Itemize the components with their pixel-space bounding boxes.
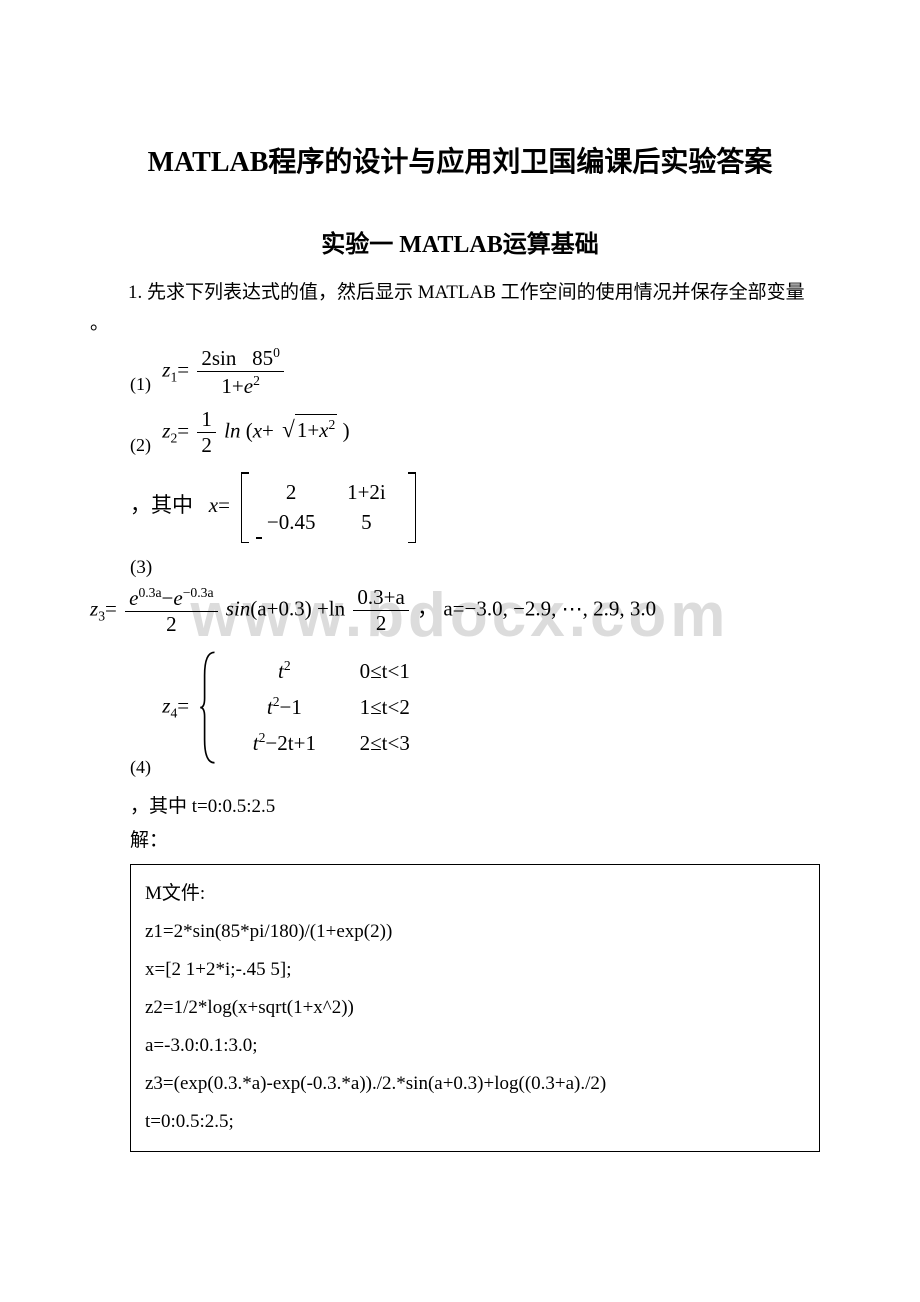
- code-line: z2=1/2*log(x+sqrt(1+x^2)): [145, 989, 805, 1027]
- left-brace-icon: [198, 650, 220, 765]
- eq4-where: ，其中 t=0:0.5:2.5: [130, 790, 830, 824]
- matrix-cell: 2: [256, 478, 326, 507]
- eq3-f2-bot: 2: [353, 611, 408, 635]
- matrix-cell: −0.45: [256, 508, 326, 537]
- eq2-close: ): [343, 418, 350, 442]
- main-title: MATLAB程序的设计与应用刘卫国编课后实验答案: [90, 140, 830, 180]
- eq3-z: z: [90, 596, 98, 620]
- eq2-index: (2): [130, 435, 151, 455]
- eq1-index: (1): [130, 374, 151, 394]
- eq2-half-d: 2: [197, 433, 216, 457]
- code-box: M文件: z1=2*sin(85*pi/180)/(1+exp(2)) x=[2…: [130, 864, 820, 1152]
- code-line: x=[2 1+2*i;-.45 5];: [145, 951, 805, 989]
- eq2-open: (: [246, 418, 253, 442]
- eq2-x: x: [253, 418, 262, 442]
- eq3-ln: ln: [329, 596, 345, 620]
- eq2-where-prefix: ，其中: [130, 493, 193, 517]
- case-cond: 0≤t<1: [360, 654, 470, 690]
- eq3-sin: sin: [226, 596, 251, 620]
- eq4-index: (4): [130, 757, 151, 777]
- eq2-where-x: x: [209, 493, 218, 517]
- eq1-num-sup: 0: [273, 345, 280, 360]
- eq3-plus: +: [317, 596, 329, 620]
- trailing-period: 。: [90, 308, 830, 335]
- eq1-num-a: 2sin: [201, 346, 236, 370]
- equation-1: (1) z1= 2sin 850 1+e2: [130, 345, 830, 398]
- case-cond: 1≤t<2: [360, 690, 470, 726]
- eq2-ln: ln: [224, 418, 240, 442]
- eq1-den-sup: 2: [253, 373, 260, 388]
- equation-2-where: ，其中 x= 2 1+2i −0.45 5: [130, 468, 830, 547]
- code-line: t=0:0.5:2.5;: [145, 1103, 805, 1141]
- sqrt-icon: √: [282, 416, 295, 442]
- equation-2: (2) z2= 1 2 ln (x+ √ 1+x2 ): [130, 408, 830, 459]
- case-tail: −1: [280, 695, 302, 719]
- piecewise-cases: t2 0≤t<1 t2−1 1≤t<2 t2−2t+1 2≤t<3: [198, 654, 469, 761]
- equation-3: z3= e0.3a−e−0.3a 2 sin(a+0.3) +ln 0.3+a …: [90, 585, 830, 636]
- eq3-comma: ，: [417, 596, 438, 620]
- case-cond: 2≤t<3: [360, 726, 470, 762]
- eq1-den-b: e: [244, 374, 253, 398]
- eq3-f1-minus: −: [162, 586, 174, 610]
- question-1-intro: 1. 先求下列表达式的值，然后显示 MATLAB 工作空间的使用情况并保存全部变…: [90, 279, 830, 308]
- eq1-den-a: 1+: [221, 374, 243, 398]
- eq3-f1b: e: [173, 586, 182, 610]
- eq2-in-sup: 2: [328, 417, 335, 432]
- eq2-where-eq: =: [218, 493, 230, 517]
- eq3-tail: a=−3.0, −2.9, ⋯, 2.9, 3.0: [443, 596, 656, 620]
- case-sup: 2: [284, 658, 291, 673]
- eq3-f2-top: 0.3+a: [353, 586, 408, 611]
- eq3-sin-arg: (a+0.3): [250, 596, 311, 620]
- code-line: z3=(exp(0.3.*a)-exp(-0.3.*a))./2.*sin(a+…: [145, 1065, 805, 1103]
- eq3-index: (3): [130, 557, 830, 579]
- eq3-f1-bot: 2: [125, 612, 217, 636]
- code-line: a=-3.0:0.1:3.0;: [145, 1027, 805, 1065]
- eq2-in-a: 1+: [297, 418, 319, 442]
- matrix-x: 2 1+2i −0.45 5: [241, 472, 416, 543]
- eq2-plus: +: [262, 418, 274, 442]
- eq1-num-b: 85: [252, 346, 273, 370]
- case-tail: −2t+1: [265, 731, 316, 755]
- eq3-f1a-sup: 0.3a: [138, 585, 161, 600]
- matrix-cell: 1+2i: [331, 478, 401, 507]
- equation-4: (4) z4= t2 0≤t<1 t2−1 1≤t<2 t2−2t+1: [130, 654, 830, 780]
- sub-title: 实验一 MATLAB运算基础: [90, 224, 830, 259]
- eq2-half-n: 1: [197, 408, 216, 433]
- code-line: z1=2*sin(85*pi/180)/(1+exp(2)): [145, 913, 805, 951]
- matrix-cell: 5: [331, 508, 401, 537]
- case-sup: 2: [273, 694, 280, 709]
- eq3-zsub: 3: [98, 609, 105, 624]
- eq3-f1b-sup: −0.3a: [183, 585, 214, 600]
- code-title: M文件:: [145, 875, 805, 913]
- solution-label: 解：: [130, 824, 830, 858]
